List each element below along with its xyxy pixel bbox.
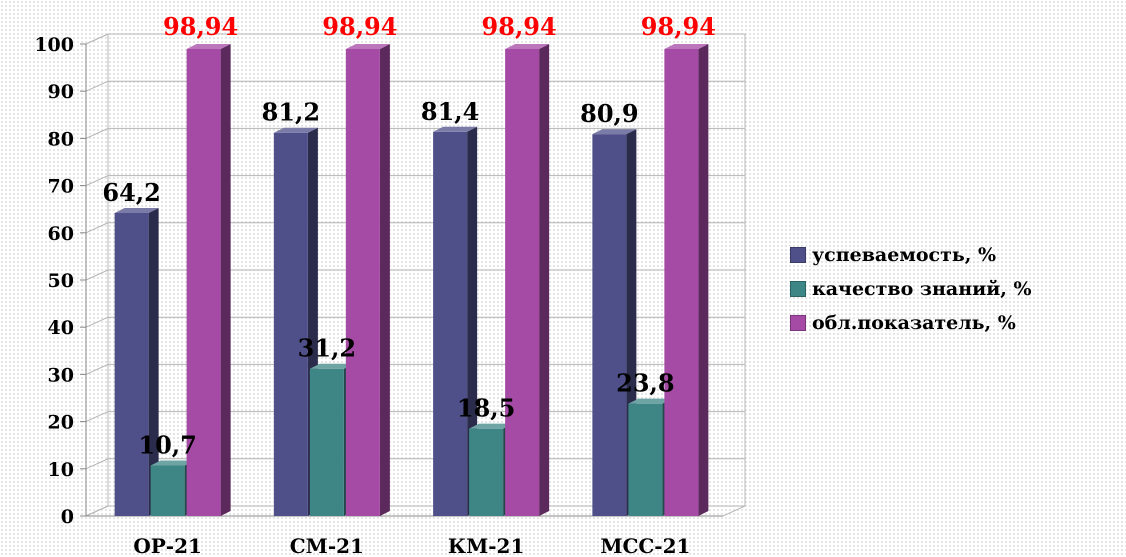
legend-label: качество знаний, % [812,278,1032,300]
bar-side [467,126,478,517]
bar-side [379,44,390,516]
y-tick-label: 10 [48,459,74,481]
bar [664,44,709,516]
y-tick-label: 40 [48,317,74,339]
bar-top [273,127,318,133]
x-category-label: МСС-21 [600,534,690,557]
bar-top [469,423,514,429]
data-label: 80,9 [580,99,638,128]
data-label: 23,8 [616,369,674,398]
legend-label: успеваемость, % [812,244,997,266]
x-category-label: СМ-21 [290,534,364,557]
gridline [85,269,745,281]
x-category-label: ОР-21 [133,534,202,557]
bar-front [273,132,308,516]
bar-side [148,207,159,516]
bar-front [469,428,504,516]
gridline [85,80,745,92]
bar-side [539,44,550,516]
data-label: 31,2 [298,334,356,363]
data-label: 64,2 [102,178,160,207]
bar-side [698,44,709,516]
bar-side [220,44,231,516]
y-tick-label: 90 [48,81,74,103]
legend-swatch [790,247,806,263]
bar-front [309,368,344,516]
bar-front [114,212,149,516]
bar-top [345,44,390,50]
bar-top [505,44,550,50]
data-labels: 64,2 10,7 98,94 81,2 31,2 98,94 81,4 18,5 98,94 8… [102,12,716,459]
gridline [85,316,745,328]
bar-top [664,44,709,50]
bar-front [628,403,663,516]
legend-item-progress: успеваемость, % [790,238,1032,272]
data-label: 81,4 [421,97,479,126]
legend-swatch [790,281,806,297]
bar-front [664,49,699,516]
bar-front [592,134,627,517]
legend: успеваемость, % качество знаний, % обл.п… [790,238,1032,340]
bar-top [150,460,195,466]
bar [345,44,390,516]
gridline [85,222,745,234]
y-tick-label: 100 [34,34,74,56]
bar [114,207,159,516]
data-label: 81,2 [262,98,320,127]
bar [433,126,478,517]
bar-front [345,49,380,516]
bar-front [433,131,468,517]
x-category-label: КМ-21 [448,534,524,557]
bar-top [309,363,354,369]
x-category-labels: ОР-21 СМ-21 КМ-21 МСС-21 [133,534,690,557]
bar-top [114,207,159,213]
y-tick-label: 80 [48,128,74,150]
legend-label: обл.показатель, % [812,312,1016,334]
gridline [85,127,745,139]
data-label: 98,94 [641,12,716,41]
bars [114,44,709,517]
bar-top [592,129,637,135]
bar-top [628,398,673,404]
data-label: 98,94 [163,12,238,41]
y-tick-label: 30 [48,364,74,386]
y-tick-label: 70 [48,176,74,198]
legend-item-quality: качество знаний, % [790,272,1032,306]
data-label: 10,7 [138,430,196,459]
y-tick-label: 60 [48,223,74,245]
data-label: 98,94 [322,12,397,41]
bar-top [433,126,478,132]
bar-front [505,49,540,516]
data-label: 98,94 [482,12,557,41]
bar-front [150,465,185,516]
y-tick-label: 20 [48,412,74,434]
bar [186,44,231,516]
legend-item-regional: обл.показатель, % [790,306,1032,340]
gridline [85,175,745,187]
y-tick-label: 0 [61,506,74,528]
y-tick-labels: 0 10 20 30 40 50 60 70 80 90 100 [34,34,74,528]
legend-swatch [790,315,806,331]
y-tick-label: 50 [48,270,74,292]
bar-front [186,49,221,516]
bar-top [186,44,231,50]
bar [505,44,550,516]
data-label: 18,5 [457,394,515,423]
